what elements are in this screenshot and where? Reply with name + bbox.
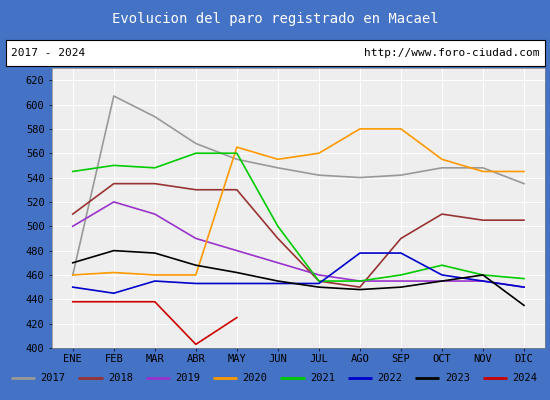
Text: 2020: 2020 [243, 373, 268, 383]
Text: Evolucion del paro registrado en Macael: Evolucion del paro registrado en Macael [112, 12, 438, 26]
Text: 2022: 2022 [377, 373, 403, 383]
Text: 2019: 2019 [175, 373, 200, 383]
Text: 2024: 2024 [512, 373, 537, 383]
Text: 2021: 2021 [310, 373, 335, 383]
Text: 2017 - 2024: 2017 - 2024 [11, 48, 85, 58]
Text: http://www.foro-ciudad.com: http://www.foro-ciudad.com [364, 48, 539, 58]
Text: 2023: 2023 [445, 373, 470, 383]
Text: 2018: 2018 [108, 373, 133, 383]
Text: 2017: 2017 [41, 373, 65, 383]
